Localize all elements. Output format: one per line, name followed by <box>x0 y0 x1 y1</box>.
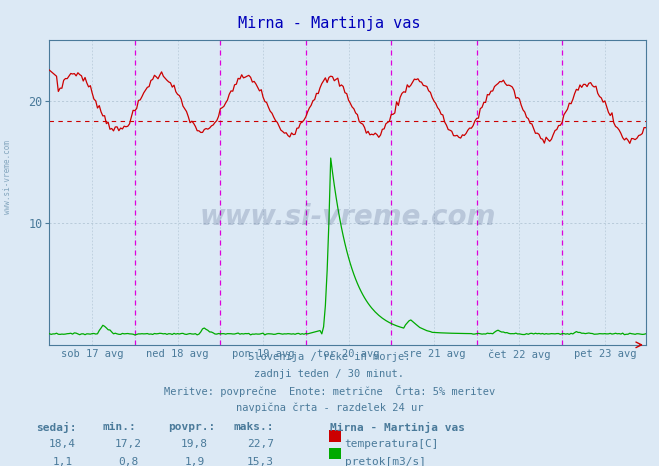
Text: min.:: min.: <box>102 422 136 432</box>
Text: 1,9: 1,9 <box>185 457 204 466</box>
Text: navpična črta - razdelek 24 ur: navpična črta - razdelek 24 ur <box>236 402 423 413</box>
Text: www.si-vreme.com: www.si-vreme.com <box>3 140 13 214</box>
Text: Mirna - Martinja vas: Mirna - Martinja vas <box>239 16 420 31</box>
Text: zadnji teden / 30 minut.: zadnji teden / 30 minut. <box>254 369 405 378</box>
Text: povpr.:: povpr.: <box>168 422 215 432</box>
Text: 17,2: 17,2 <box>115 439 142 449</box>
Text: sedaj:: sedaj: <box>36 422 76 433</box>
Text: temperatura[C]: temperatura[C] <box>345 439 439 449</box>
Text: 1,1: 1,1 <box>53 457 72 466</box>
Text: Mirna - Martinja vas: Mirna - Martinja vas <box>330 422 465 433</box>
Text: www.si-vreme.com: www.si-vreme.com <box>200 203 496 231</box>
Text: 0,8: 0,8 <box>119 457 138 466</box>
Text: 18,4: 18,4 <box>49 439 76 449</box>
Text: Slovenija / reke in morje.: Slovenija / reke in morje. <box>248 352 411 362</box>
Text: 22,7: 22,7 <box>247 439 273 449</box>
Text: pretok[m3/s]: pretok[m3/s] <box>345 457 426 466</box>
Text: Meritve: povprečne  Enote: metrične  Črta: 5% meritev: Meritve: povprečne Enote: metrične Črta:… <box>164 385 495 397</box>
Text: 19,8: 19,8 <box>181 439 208 449</box>
Text: maks.:: maks.: <box>234 422 274 432</box>
Text: 15,3: 15,3 <box>247 457 273 466</box>
